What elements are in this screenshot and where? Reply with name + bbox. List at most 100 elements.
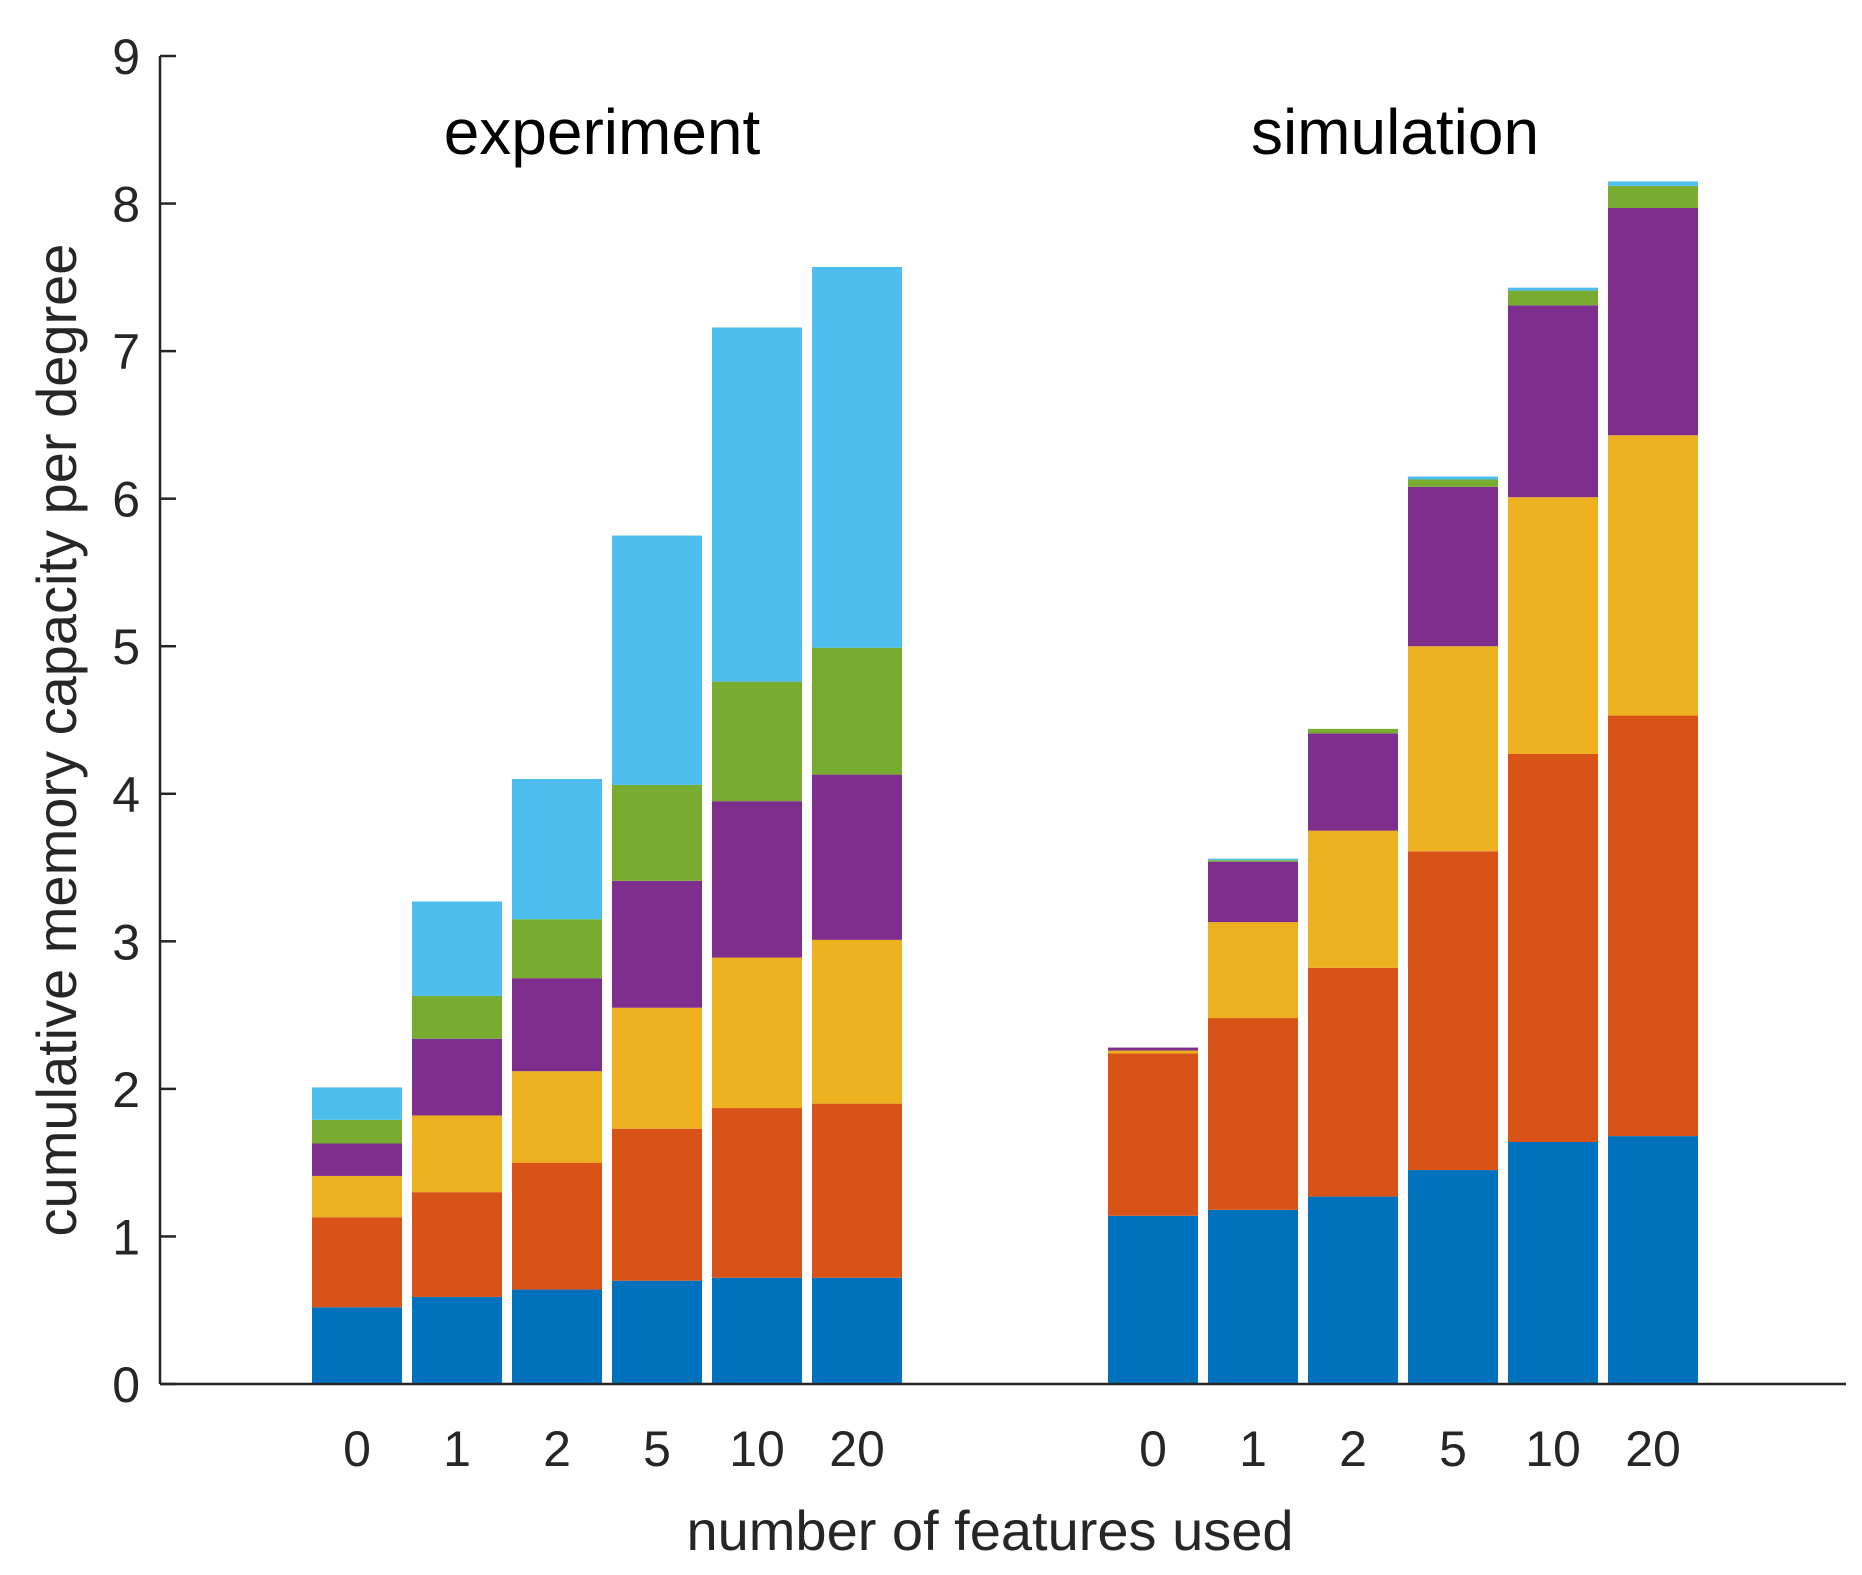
bar-experiment-10-segment-1 <box>712 1277 802 1384</box>
bar-experiment-2-segment-1 <box>512 1289 602 1384</box>
bar-simulation-2-segment-4 <box>1308 733 1398 831</box>
bar-simulation-20-segment-5 <box>1608 185 1698 208</box>
bar-experiment-2-segment-5 <box>512 919 602 979</box>
bar-experiment-10-segment-3 <box>712 957 802 1109</box>
bar-simulation-0-segment-2 <box>1108 1053 1198 1216</box>
x-tick-label-simulation-0: 0 <box>1139 1421 1167 1477</box>
bar-experiment-2-segment-4 <box>512 978 602 1072</box>
bar-simulation-10-segment-3 <box>1508 497 1598 754</box>
bar-experiment-1-segment-4 <box>412 1038 502 1116</box>
bar-experiment-20-segment-1 <box>812 1277 902 1384</box>
x-tick-label-simulation-1: 1 <box>1239 1421 1267 1477</box>
bar-experiment-2-segment-6 <box>512 779 602 920</box>
bar-experiment-20-segment-3 <box>812 939 902 1104</box>
bar-experiment-1-segment-1 <box>412 1296 502 1384</box>
bar-simulation-0-segment-3 <box>1108 1050 1198 1054</box>
bar-experiment-5-segment-6 <box>612 535 702 785</box>
bar-simulation-5-segment-3 <box>1408 646 1498 852</box>
labels-layer: experiment simulation number of features… <box>25 96 1539 1562</box>
bar-simulation-1-segment-2 <box>1208 1018 1298 1210</box>
x-tick-label-experiment-1: 1 <box>443 1421 471 1477</box>
x-tick-label-simulation-20: 20 <box>1625 1421 1681 1477</box>
bar-simulation-5-segment-6 <box>1408 476 1498 480</box>
bar-experiment-20-segment-6 <box>812 267 902 648</box>
bar-experiment-5-segment-2 <box>612 1128 702 1281</box>
bar-simulation-1-segment-1 <box>1208 1209 1298 1384</box>
bar-simulation-10-segment-5 <box>1508 290 1598 306</box>
bar-simulation-0-segment-1 <box>1108 1215 1198 1384</box>
bar-simulation-0-segment-4 <box>1108 1047 1198 1051</box>
bar-simulation-20-segment-4 <box>1608 207 1698 436</box>
x-tick-label-experiment-0: 0 <box>343 1421 371 1477</box>
bar-experiment-1-segment-5 <box>412 995 502 1039</box>
bar-simulation-5-segment-1 <box>1408 1170 1498 1384</box>
bar-simulation-10-segment-2 <box>1508 753 1598 1143</box>
bar-experiment-0-segment-1 <box>312 1307 402 1384</box>
bar-experiment-0-segment-2 <box>312 1217 402 1308</box>
y-axis-label: cumulative memory capacity per degree <box>25 244 88 1237</box>
bar-experiment-5-segment-3 <box>612 1007 702 1129</box>
axes-layer <box>158 56 1846 1386</box>
bar-experiment-20-segment-5 <box>812 647 902 775</box>
bar-simulation-10-segment-4 <box>1508 305 1598 498</box>
bar-experiment-0-segment-4 <box>312 1143 402 1176</box>
bar-simulation-1-segment-6 <box>1208 858 1298 861</box>
bar-experiment-10-segment-5 <box>712 681 802 802</box>
bar-simulation-1-segment-5 <box>1208 860 1298 862</box>
bar-simulation-20-segment-2 <box>1608 715 1698 1137</box>
y-tick-label-3: 3 <box>112 914 140 970</box>
bar-simulation-5-segment-5 <box>1408 479 1498 487</box>
y-tick-label-9: 9 <box>112 29 140 85</box>
bar-simulation-2-segment-2 <box>1308 967 1398 1197</box>
bar-experiment-10-segment-2 <box>712 1108 802 1278</box>
bar-experiment-0-segment-3 <box>312 1175 402 1218</box>
y-tick-label-7: 7 <box>112 324 140 380</box>
y-tick-label-4: 4 <box>112 767 140 823</box>
bar-simulation-20-segment-3 <box>1608 435 1698 716</box>
bar-simulation-2-segment-1 <box>1308 1196 1398 1384</box>
bar-simulation-20-segment-1 <box>1608 1136 1698 1384</box>
bars-layer <box>312 181 1698 1384</box>
bar-experiment-1-segment-2 <box>412 1192 502 1297</box>
bar-simulation-2-segment-3 <box>1308 830 1398 968</box>
bar-experiment-1-segment-3 <box>412 1115 502 1193</box>
bar-simulation-5-segment-2 <box>1408 851 1498 1171</box>
bar-simulation-10-segment-1 <box>1508 1142 1598 1384</box>
bar-simulation-5-segment-4 <box>1408 486 1498 647</box>
group-label-experiment: experiment <box>444 96 761 168</box>
bar-experiment-10-segment-4 <box>712 801 802 958</box>
bar-experiment-0-segment-6 <box>312 1087 402 1120</box>
x-tick-label-experiment-2: 2 <box>543 1421 571 1477</box>
y-tick-label-0: 0 <box>112 1357 140 1413</box>
x-axis-label: number of features used <box>686 1499 1293 1562</box>
bar-simulation-1-segment-3 <box>1208 922 1298 1019</box>
x-tick-label-simulation-5: 5 <box>1439 1421 1467 1477</box>
bar-experiment-2-segment-3 <box>512 1071 602 1163</box>
bar-experiment-5-segment-4 <box>612 880 702 1008</box>
x-tick-label-experiment-10: 10 <box>729 1421 785 1477</box>
bar-experiment-20-segment-4 <box>812 774 902 940</box>
bar-experiment-2-segment-2 <box>512 1162 602 1290</box>
bar-simulation-1-segment-4 <box>1208 861 1298 923</box>
bar-experiment-5-segment-5 <box>612 784 702 881</box>
ticks-layer: 0 1 2 5 10 20 0 1 2 5 10 20 0 1 2 3 4 5 6 7 8 9 <box>112 29 1681 1477</box>
bar-experiment-20-segment-2 <box>812 1103 902 1278</box>
bar-simulation-10-segment-6 <box>1508 287 1598 291</box>
bar-experiment-1-segment-6 <box>412 901 502 996</box>
y-tick-label-1: 1 <box>112 1209 140 1265</box>
bar-experiment-10-segment-6 <box>712 327 802 682</box>
y-tick-label-8: 8 <box>112 177 140 233</box>
x-tick-label-simulation-10: 10 <box>1525 1421 1581 1477</box>
x-tick-label-experiment-5: 5 <box>643 1421 671 1477</box>
bar-experiment-0-segment-5 <box>312 1119 402 1144</box>
bar-simulation-2-segment-5 <box>1308 728 1398 734</box>
bar-simulation-20-segment-6 <box>1608 181 1698 186</box>
x-tick-label-simulation-2: 2 <box>1339 1421 1367 1477</box>
group-label-simulation: simulation <box>1251 96 1539 168</box>
y-tick-label-6: 6 <box>112 472 140 528</box>
y-tick-label-2: 2 <box>112 1062 140 1118</box>
y-tick-label-5: 5 <box>112 619 140 675</box>
bar-experiment-5-segment-1 <box>612 1280 702 1384</box>
